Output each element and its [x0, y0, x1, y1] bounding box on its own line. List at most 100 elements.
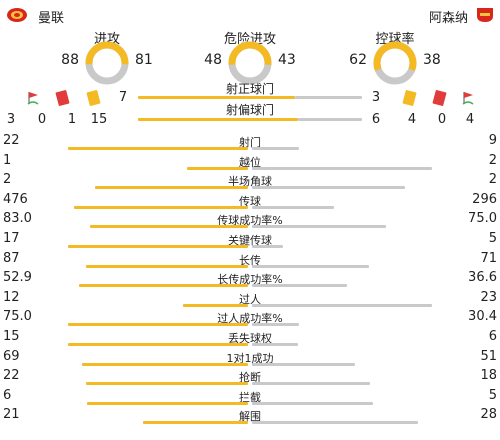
donut-away-value-0: 81 [135, 52, 153, 68]
man-utd-logo-icon [7, 8, 27, 22]
stat-away-value: 5 [488, 231, 497, 246]
stat-home-bar [78, 284, 248, 288]
stat-label: 抢断 [239, 371, 261, 385]
home-yellow-count: 1 [67, 112, 77, 127]
away-team-name: 阿森纳 [428, 11, 468, 26]
shots-off-away-value: 6 [371, 112, 381, 127]
stat-home-value: 22 [3, 133, 20, 148]
stat-away-bar [252, 303, 432, 307]
away-yellow-card-icon [402, 89, 417, 107]
stat-home-bar [68, 343, 248, 346]
stat-label: 射门 [239, 136, 261, 149]
away-corner-flag-icon [462, 90, 474, 109]
stat-away-bar [252, 382, 370, 386]
donut-title-1: 危险进攻 [223, 32, 276, 47]
stat-away-value: 2 [488, 172, 497, 188]
stat-away-value: 5 [488, 387, 497, 403]
shots-off-away-bar [297, 118, 362, 121]
home-team-header[interactable]: 曼联 [6, 4, 126, 26]
stat-away-bar [252, 205, 335, 209]
stat-away-bar [252, 323, 299, 327]
stat-home-value: 52.9 [3, 270, 32, 286]
stat-away-value: 30.4 [468, 309, 497, 325]
shots-on-away-bar [294, 96, 362, 99]
stat-label: 越位 [239, 155, 261, 169]
stat-home-value: 21 [3, 407, 20, 423]
stat-home-value: 22 [3, 368, 20, 384]
home-red-card-icon [55, 89, 70, 107]
home-yellow-card-icon [86, 89, 101, 107]
away-yellow-count: 4 [407, 112, 417, 127]
donut-away-value-1: 43 [278, 52, 296, 68]
stat-away-value: 36.6 [468, 270, 497, 286]
away-team-header[interactable]: 阿森纳 [374, 4, 494, 26]
shots-off-home-bar [138, 118, 298, 121]
donut-chart-1 [228, 41, 272, 85]
arsenal-logo-icon [477, 8, 493, 22]
stat-label: 关键传球 [228, 234, 272, 247]
stat-label: 过人 [239, 292, 261, 306]
stat-away-bar [252, 147, 300, 150]
stat-away-bar [252, 186, 405, 190]
stat-home-bar [186, 166, 248, 170]
stat-home-value: 12 [3, 289, 20, 305]
donut-away-value-2: 38 [423, 52, 441, 68]
stat-label: 长传成功率% [217, 273, 283, 287]
home-corner-flag-icon-a [27, 90, 39, 109]
stat-away-value: 18 [480, 368, 497, 384]
shots-off-home-value: 15 [90, 112, 108, 127]
stat-away-bar [252, 362, 356, 366]
stat-away-bar [252, 421, 418, 425]
donut-chart-2 [373, 41, 417, 85]
stat-home-value: 2 [3, 172, 12, 188]
stat-home-bar [86, 401, 248, 405]
donut-home-value-2: 62 [349, 52, 367, 68]
stat-home-bar [86, 382, 248, 386]
stat-home-bar [68, 323, 248, 327]
donut-home-value-1: 48 [204, 52, 222, 68]
stat-away-value: 51 [480, 348, 497, 364]
stat-label: 半场角球 [228, 175, 272, 189]
stat-away-value: 296 [472, 191, 497, 207]
stat-label: 1对1成功 [226, 351, 274, 365]
home-corner-count: 3 [6, 112, 16, 127]
donut-home-value-0: 88 [61, 52, 79, 68]
stat-label: 丢失球权 [228, 332, 272, 345]
stat-home-bar [81, 362, 248, 366]
stat-away-value: 28 [480, 407, 497, 423]
home-red-count: 0 [37, 112, 47, 127]
stat-away-value: 23 [480, 289, 497, 305]
stat-away-value: 2 [488, 152, 497, 168]
stat-home-bar [68, 245, 248, 248]
stat-away-bar [252, 284, 347, 288]
stat-home-value: 87 [3, 250, 20, 266]
stat-away-bar [252, 245, 283, 248]
stat-home-value: 1 [3, 152, 12, 168]
stat-home-value: 6 [3, 387, 12, 403]
shots-on-label: 射正球门 [225, 82, 274, 96]
stat-label: 过人成功率% [217, 312, 283, 326]
away-red-count: 0 [437, 112, 447, 127]
donut-chart-0 [85, 41, 129, 85]
stat-label: 解围 [239, 410, 261, 424]
stat-home-bar [74, 205, 248, 209]
stat-home-value: 83.0 [3, 211, 32, 227]
shots-off-label: 射偏球门 [225, 103, 274, 117]
stat-home-bar [182, 303, 248, 307]
stat-away-value: 9 [488, 133, 497, 148]
donut-title-2: 控球率 [375, 32, 415, 47]
stat-home-bar [68, 147, 248, 150]
stat-home-bar [85, 264, 248, 268]
stat-away-value: 6 [488, 329, 497, 344]
stat-label: 长传 [239, 253, 261, 267]
shots-on-away-value: 3 [371, 90, 381, 105]
stat-home-bar [90, 225, 248, 229]
away-corner-count: 4 [465, 112, 475, 127]
stat-label: 拦截 [239, 390, 261, 404]
shots-on-home-bar [138, 96, 295, 99]
stat-home-bar [142, 421, 248, 425]
stat-home-value: 15 [3, 329, 20, 344]
stat-home-value: 75.0 [3, 309, 32, 325]
donut-home-arc [228, 41, 272, 85]
stat-home-value: 476 [3, 191, 28, 207]
